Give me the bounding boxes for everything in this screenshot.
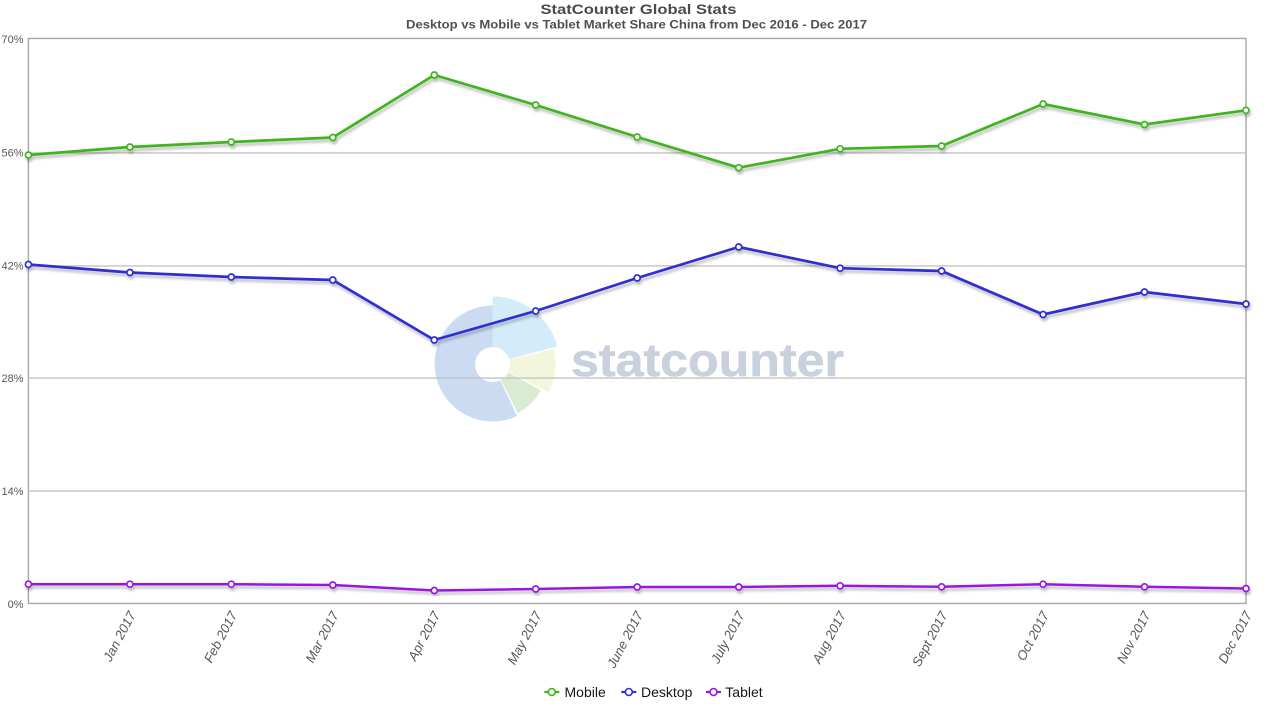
svg-text:statcounter: statcounter bbox=[571, 334, 844, 386]
svg-text:Desktop vs Mobile vs Tablet Ma: Desktop vs Mobile vs Tablet Market Share… bbox=[406, 18, 867, 32]
svg-text:70%: 70% bbox=[1, 34, 23, 46]
svg-text:Tablet: Tablet bbox=[725, 684, 762, 700]
svg-text:28%: 28% bbox=[1, 373, 23, 385]
svg-text:StatCounter Global Stats: StatCounter Global Stats bbox=[541, 1, 737, 17]
svg-text:14%: 14% bbox=[1, 486, 23, 498]
svg-text:42%: 42% bbox=[1, 261, 23, 273]
svg-text:56%: 56% bbox=[1, 148, 23, 160]
svg-text:0%: 0% bbox=[8, 599, 24, 611]
svg-text:Mobile: Mobile bbox=[565, 684, 606, 700]
svg-text:Desktop: Desktop bbox=[641, 684, 693, 700]
